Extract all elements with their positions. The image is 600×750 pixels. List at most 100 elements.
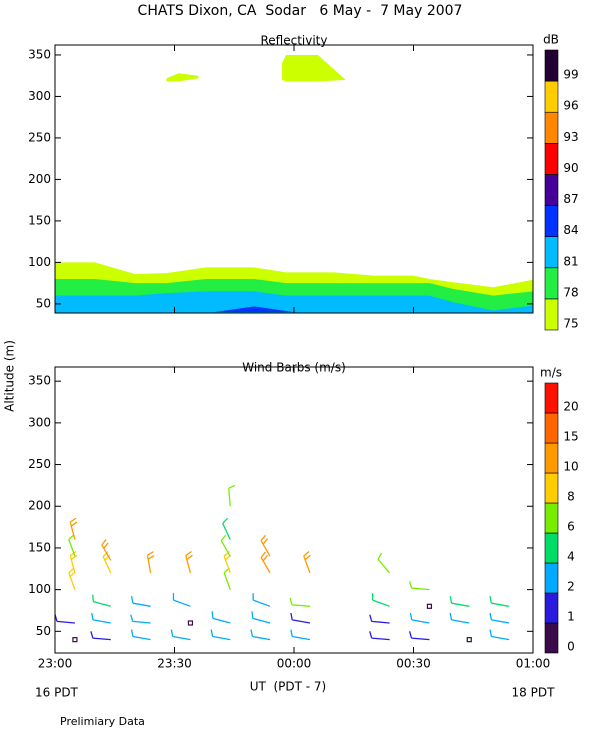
wind-barb [146, 551, 155, 574]
colorbar-label: 2 [567, 580, 575, 594]
x-axis-label: UT (PDT - 7) [250, 680, 327, 694]
y-tick-label: 350 [28, 374, 51, 388]
y-tick-label: 250 [28, 457, 51, 471]
wind-barb [222, 517, 231, 540]
wind-barb [290, 629, 311, 641]
wind-barb [172, 593, 191, 607]
colorbar-label: 81 [563, 254, 578, 268]
colorbar-segment [544, 267, 559, 300]
y-tick-label: 200 [28, 499, 51, 513]
colorbar-segment [544, 298, 559, 331]
colorbar-label: 8 [567, 490, 575, 504]
y-tick-label: 100 [28, 255, 51, 269]
page-title: CHATS Dixon, CA Sodar 6 May - 7 May 2007 [138, 3, 463, 19]
colorbar-label: 15 [563, 430, 578, 444]
wind-barb [409, 612, 430, 624]
note: Prelimiary Data [60, 715, 145, 728]
wind-barb [251, 611, 271, 624]
contour-region [214, 306, 294, 313]
wind-barb [228, 484, 236, 507]
wind-barb [289, 597, 310, 607]
wind-barb [377, 552, 391, 574]
wind-barb [290, 612, 311, 624]
wind-barb [69, 517, 78, 540]
wind-barb [369, 614, 390, 624]
wind-barb [130, 596, 151, 607]
colorbar-label: 20 [563, 400, 578, 414]
x-sublabel: 18 PDT [512, 686, 556, 700]
calm-barb [187, 620, 194, 626]
colorbar-label: 84 [563, 223, 578, 237]
contour-region [166, 73, 199, 82]
wind-barb [185, 550, 193, 574]
colorbar-label: 75 [563, 317, 578, 331]
colorbar-label: 4 [567, 550, 575, 564]
wind-barb [91, 612, 111, 624]
wind-barb [408, 631, 430, 641]
wind-barb [90, 631, 111, 641]
colorbar-label: 90 [563, 161, 578, 175]
calm-barb [426, 603, 433, 609]
wind-barb [449, 612, 470, 624]
plot-frame [54, 366, 534, 654]
colorbar-label: 99 [563, 68, 578, 82]
colorbar-segment [544, 532, 559, 564]
colorbar-unit: m/s [540, 366, 562, 380]
wind-barb [252, 593, 271, 607]
colorbar-label: 93 [563, 130, 578, 144]
colorbar-segment [544, 143, 559, 175]
y-axis-label: Altitude (m) [3, 340, 17, 412]
y-tick-label: 50 [36, 296, 51, 310]
wind-barb [211, 611, 231, 624]
y-tick-label: 150 [28, 213, 51, 227]
colorbar-segment [544, 622, 559, 654]
wind-barb [260, 551, 271, 574]
wind-barb [92, 594, 111, 607]
y-tick-label: 250 [28, 130, 51, 144]
wind-barb [101, 539, 112, 561]
panel-title: Reflectivity [260, 34, 327, 48]
x-tick-label: 00:30 [396, 657, 431, 671]
y-tick-label: 300 [28, 415, 51, 429]
colorbar-segment [544, 412, 559, 444]
colorbar-segment [544, 111, 559, 144]
wind-barb [210, 629, 231, 641]
y-tick-label: 350 [28, 47, 51, 61]
colorbar-label: 10 [563, 460, 578, 474]
colorbar-label: 96 [563, 99, 578, 113]
wind-barb [303, 550, 311, 574]
wind-barb [489, 596, 510, 607]
x-tick-label: 23:00 [38, 657, 73, 671]
x-tick-label: 23:30 [157, 657, 192, 671]
colorbar-segment [544, 49, 559, 82]
calm-barb [466, 637, 472, 643]
colorbar-label: 6 [567, 520, 575, 534]
wind-barb [250, 629, 271, 641]
colorbar-segment [544, 382, 559, 414]
colorbar-segment [544, 174, 559, 206]
wind-barb [369, 631, 390, 641]
contour-region [282, 54, 346, 82]
wind-barb [130, 614, 151, 624]
colorbar-segment [544, 442, 559, 474]
wind-barb [69, 550, 78, 574]
wind-barb [489, 612, 510, 624]
colorbar-segment [544, 236, 559, 269]
y-tick-label: 50 [36, 624, 51, 638]
wind-barb [408, 581, 430, 591]
wind-barb [130, 629, 151, 641]
y-tick-label: 100 [28, 582, 51, 596]
wind-barb [220, 534, 231, 557]
colorbar-segment [544, 472, 559, 504]
x-tick-label: 00:00 [277, 657, 312, 671]
wind-barb [54, 614, 75, 624]
colorbar-segment [544, 562, 559, 594]
colorbar-label: 0 [567, 640, 575, 654]
colorbar-segment [544, 502, 559, 534]
colorbar-label: 1 [567, 610, 575, 624]
colorbar-segment [544, 80, 559, 113]
y-tick-label: 300 [28, 89, 51, 103]
colorbar-label: 78 [563, 285, 578, 299]
wind-barb [449, 596, 470, 607]
